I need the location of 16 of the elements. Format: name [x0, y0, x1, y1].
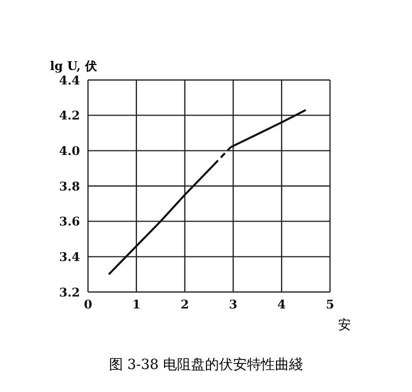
x-tick-label: 1 [132, 298, 141, 312]
x-axis-title: 安 [338, 317, 351, 334]
y-tick-label: 3.2 [59, 285, 80, 300]
y-tick-label: 3.8 [59, 179, 80, 194]
y-tick-label: 3.4 [59, 250, 80, 264]
y-tick-label: 3.6 [59, 214, 80, 229]
x-tick-label: 5 [326, 298, 334, 312]
x-tick-label: 0 [84, 298, 92, 312]
y-tick-label: 4.0 [59, 144, 80, 158]
y-axis-title: lg U, 伏 [50, 58, 97, 75]
text: 图 3-38 电阻盘的伏安特性曲綫 [108, 356, 304, 374]
y-tick-label: 4.2 [59, 108, 80, 123]
x-tick-label: 3 [229, 298, 238, 312]
x-tick-label: 4 [277, 298, 286, 312]
x-tick-label: 2 [180, 298, 189, 312]
y-tick-label: 4.4 [59, 73, 80, 88]
